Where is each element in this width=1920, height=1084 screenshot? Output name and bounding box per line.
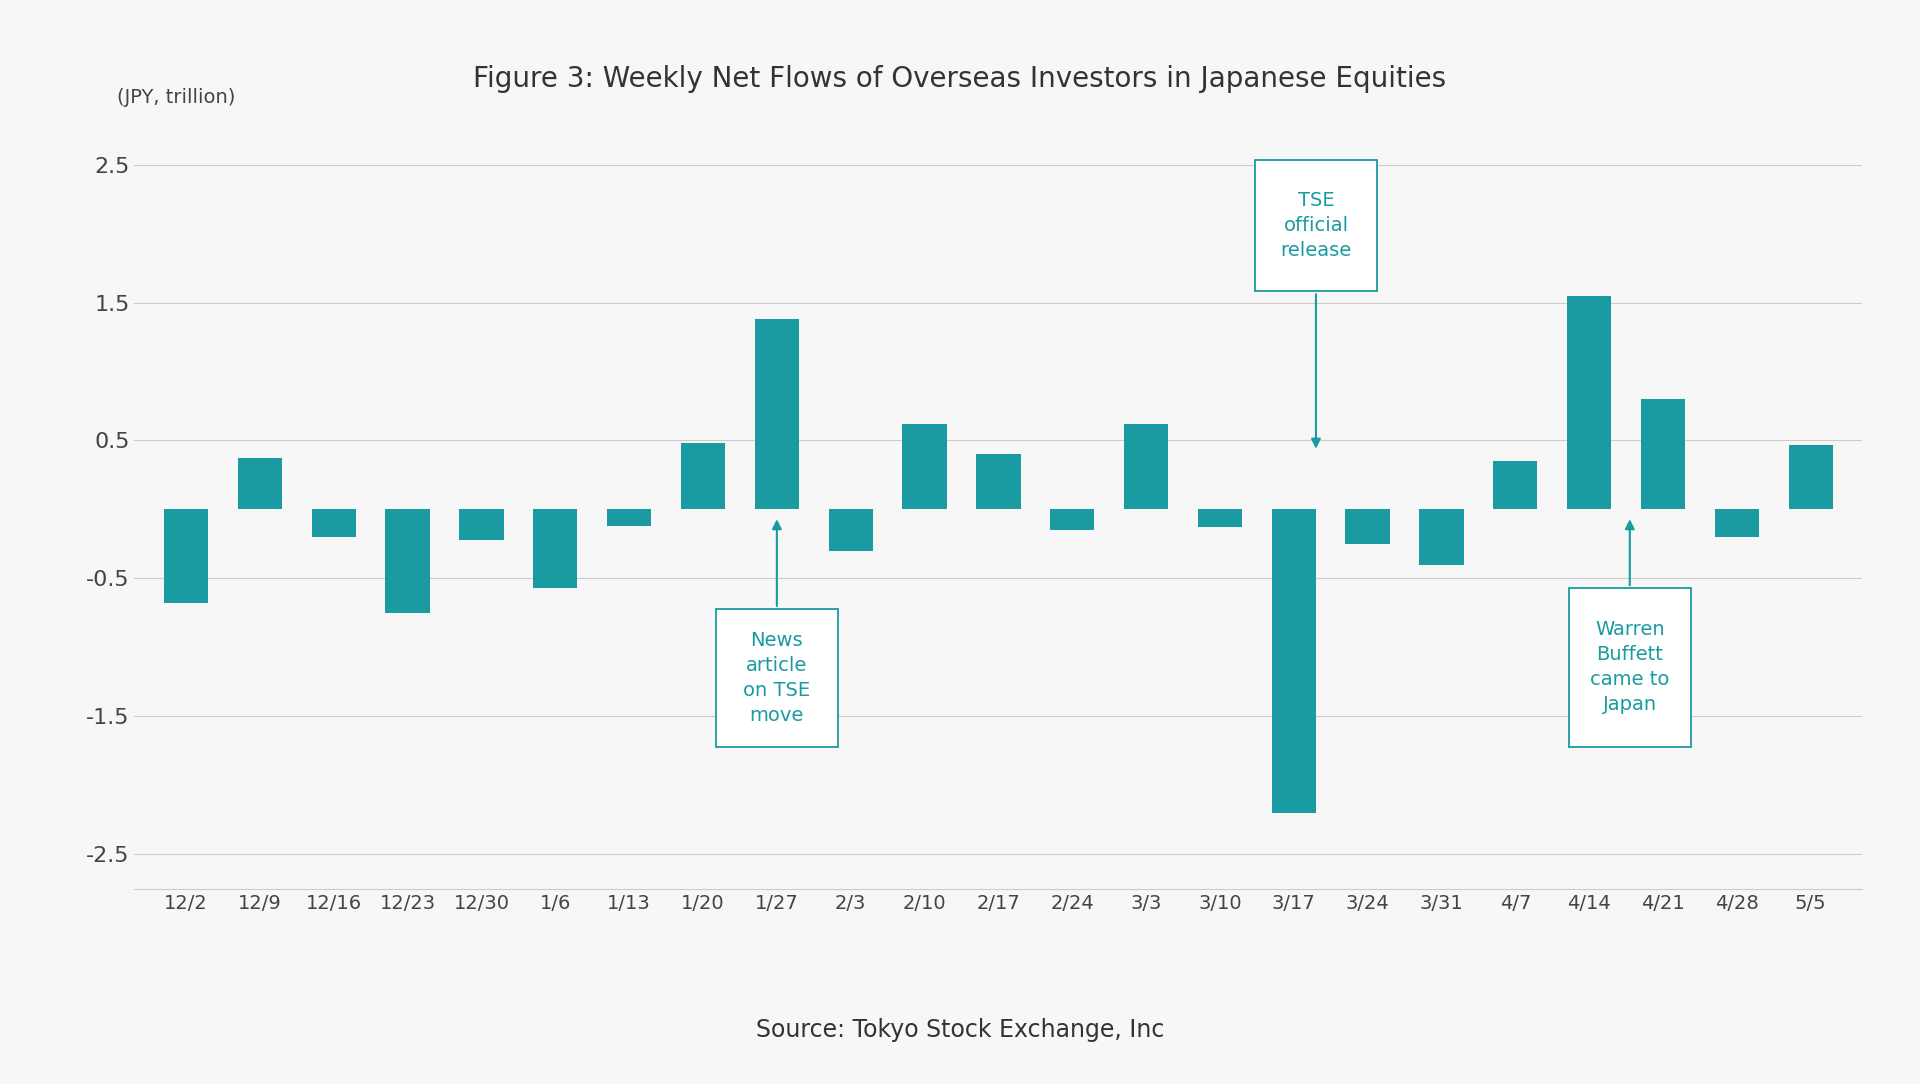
Bar bbox=[755, 319, 799, 509]
Bar bbox=[1346, 509, 1390, 544]
Bar bbox=[459, 509, 503, 540]
Bar bbox=[829, 509, 874, 551]
Bar bbox=[975, 454, 1021, 509]
Bar bbox=[1050, 509, 1094, 530]
Text: Figure 3: Weekly Net Flows of Overseas Investors in Japanese Equities: Figure 3: Weekly Net Flows of Overseas I… bbox=[474, 65, 1446, 93]
Text: Source: Tokyo Stock Exchange, Inc: Source: Tokyo Stock Exchange, Inc bbox=[756, 1018, 1164, 1042]
Bar bbox=[1419, 509, 1463, 565]
Bar bbox=[311, 509, 355, 537]
Bar bbox=[682, 443, 726, 509]
Bar bbox=[1271, 509, 1315, 813]
Bar bbox=[1567, 296, 1611, 509]
Bar bbox=[238, 459, 282, 509]
Bar bbox=[1789, 444, 1834, 509]
Bar bbox=[607, 509, 651, 526]
FancyBboxPatch shape bbox=[1569, 589, 1692, 747]
Bar bbox=[163, 509, 207, 604]
Text: TSE
official
release: TSE official release bbox=[1281, 192, 1352, 260]
Bar bbox=[1123, 424, 1167, 509]
FancyBboxPatch shape bbox=[1256, 160, 1377, 292]
Text: News
article
on TSE
move: News article on TSE move bbox=[743, 631, 810, 725]
Bar bbox=[1642, 399, 1686, 509]
Bar bbox=[386, 509, 430, 612]
Bar bbox=[1198, 509, 1242, 528]
Bar bbox=[902, 424, 947, 509]
Bar bbox=[1494, 461, 1538, 509]
Text: Warren
Buffett
came to
Japan: Warren Buffett came to Japan bbox=[1590, 620, 1670, 714]
FancyBboxPatch shape bbox=[716, 609, 837, 747]
Bar bbox=[1715, 509, 1759, 537]
Bar bbox=[534, 509, 578, 589]
Text: (JPY, trillion): (JPY, trillion) bbox=[117, 88, 236, 107]
